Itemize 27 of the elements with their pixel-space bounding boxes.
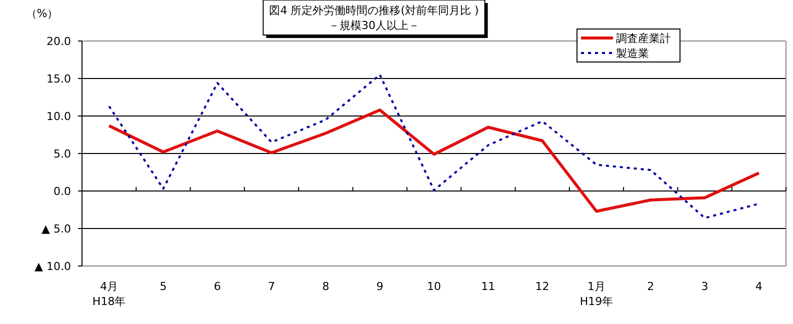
- y-tick-label: ▲ 5.0: [42, 222, 71, 236]
- y-tick-label: 0.0: [54, 185, 71, 198]
- chart-subtitle: －規模30人以上－: [328, 19, 420, 32]
- line-series: [108, 108, 760, 213]
- x-tick-label: 5: [160, 280, 167, 293]
- x-tick-label: 9: [376, 280, 384, 293]
- x-tick-label: 12: [535, 280, 550, 293]
- x-tick-label: 8: [322, 280, 330, 293]
- chart-title: 図4 所定外労働時間の推移(対前年同月比 ): [269, 4, 479, 17]
- x-tick-label: 10: [427, 280, 441, 293]
- y-tick-label: 10.0: [46, 110, 71, 123]
- y-tick-label: 20.0: [46, 35, 71, 48]
- x-tick-label: 2: [647, 280, 654, 293]
- y-tick-label: 5.0: [54, 148, 71, 160]
- x-tick-label: 11: [481, 280, 496, 293]
- x-tick-label: 7: [268, 280, 276, 293]
- line-series: [108, 74, 760, 219]
- y-axis-title: （%）: [26, 7, 58, 20]
- x-tick-label: 1月 H19年: [580, 280, 614, 308]
- x-tick-label: 3: [701, 280, 708, 293]
- legend-label: 製造業: [616, 47, 649, 60]
- x-tick-label: 4: [755, 280, 762, 293]
- y-tick-label: ▲ 10.0: [34, 260, 71, 273]
- legend-label: 調査産業計: [616, 32, 671, 45]
- x-tick-label: 6: [214, 280, 221, 293]
- x-tick-label: 4月 H18年: [92, 280, 126, 308]
- y-tick-label: 15.0: [46, 72, 71, 86]
